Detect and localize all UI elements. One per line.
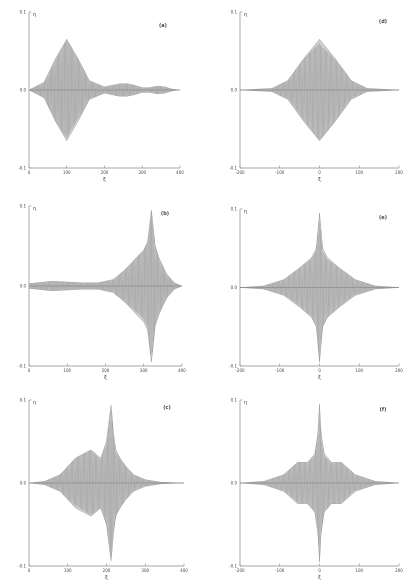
x-tick-label: 300 [140, 368, 148, 373]
panel-label: (a) [159, 23, 167, 29]
x-tick-label: -100 [275, 170, 285, 175]
x-tick-label: 400 [176, 170, 184, 175]
x-tick-label: 200 [103, 568, 111, 573]
y-tick-label: -0.1 [18, 165, 26, 170]
x-tick-label: 200 [395, 170, 403, 175]
panel-label: (f) [380, 407, 387, 413]
wave-line [28, 39, 181, 138]
x-tick-label: 300 [141, 568, 149, 573]
x-axis-label: ξ [318, 177, 321, 183]
y-tick-label: 0.1 [20, 9, 27, 14]
chart-panel-c: 0.1 0.0 -0.10 100 200 300 400 ξ η (c) [18, 397, 188, 581]
x-tick-label: 200 [395, 568, 403, 573]
chart-panel-e: 0.1 0.0 -0.1-200 -100 0 100 200 ξ η (e) [229, 206, 403, 381]
y-tick-label: -0.1 [229, 165, 237, 170]
x-tick-label: 200 [101, 170, 109, 175]
x-tick-label: 100 [64, 568, 72, 573]
y-axis-label: η [33, 400, 36, 406]
y-tick-label: 0.1 [231, 206, 238, 211]
panel-label: (d) [379, 19, 387, 25]
x-tick-label: -200 [235, 568, 245, 573]
y-tick-label: 0.1 [20, 203, 27, 208]
y-tick-label: 0.0 [20, 283, 27, 288]
y-tick-label: 0.1 [231, 9, 238, 14]
x-tick-label: 300 [138, 170, 146, 175]
x-axis-label: ξ [318, 575, 321, 581]
x-tick-label: 0 [318, 568, 321, 573]
x-tick-label: 100 [355, 368, 363, 373]
x-axis-label: ξ [104, 375, 107, 381]
x-tick-label: 0 [28, 368, 31, 373]
chart-panel-d: 0.1 0.0 -0.1-200 -100 0 100 200 ξ η (d) [229, 9, 403, 183]
wave-line [28, 212, 183, 355]
y-tick-label: -0.1 [18, 563, 26, 568]
y-tick-label: -0.1 [18, 363, 26, 368]
y-tick-label: -0.1 [229, 363, 237, 368]
x-tick-label: 200 [102, 368, 110, 373]
y-axis-label: η [244, 12, 247, 18]
x-axis-label: ξ [103, 177, 106, 183]
panel-label: (e) [379, 215, 387, 221]
x-tick-label: -200 [235, 170, 245, 175]
chart-panel-b: 0.1 0.0 -0.10 100 200 300 400 ξ η (b) [18, 203, 186, 381]
x-tick-label: 0 [28, 170, 31, 175]
y-axis-label: η [33, 206, 36, 212]
y-tick-label: 0.0 [231, 480, 238, 485]
x-tick-label: -100 [275, 568, 285, 573]
chart-panel-f: 0.1 0.0 -0.1-200 -100 0 100 200 ξ η (f) [229, 397, 403, 581]
x-tick-label: 400 [178, 368, 186, 373]
x-tick-label: 100 [355, 568, 363, 573]
panel-label: (c) [163, 405, 171, 411]
panel-label: (b) [161, 211, 169, 217]
y-tick-label: 0.0 [231, 87, 238, 92]
x-axis-label: ξ [105, 575, 108, 581]
y-axis-label: η [244, 400, 247, 406]
wave-line [28, 411, 185, 557]
y-axis-label: η [244, 209, 247, 215]
x-tick-label: 100 [63, 368, 71, 373]
chart-panel-a: 0.1 0.0 -0.10 100 200 300 400 ξ η (a) [18, 9, 184, 183]
y-tick-label: 0.1 [231, 397, 238, 402]
x-tick-label: 400 [180, 568, 188, 573]
y-axis-label: η [33, 12, 36, 18]
x-axis-label: ξ [318, 375, 321, 381]
y-tick-label: 0.1 [20, 397, 27, 402]
x-tick-label: -100 [275, 368, 285, 373]
x-tick-label: 100 [355, 170, 363, 175]
x-tick-label: 200 [395, 368, 403, 373]
x-tick-label: 0 [318, 368, 321, 373]
x-tick-label: 100 [63, 170, 71, 175]
y-tick-label: 0.0 [231, 285, 238, 290]
x-tick-label: 0 [318, 170, 321, 175]
x-tick-label: 0 [28, 568, 31, 573]
y-tick-label: 0.0 [20, 87, 27, 92]
y-tick-label: -0.1 [229, 563, 237, 568]
y-tick-label: 0.0 [20, 480, 27, 485]
x-tick-label: -200 [235, 368, 245, 373]
